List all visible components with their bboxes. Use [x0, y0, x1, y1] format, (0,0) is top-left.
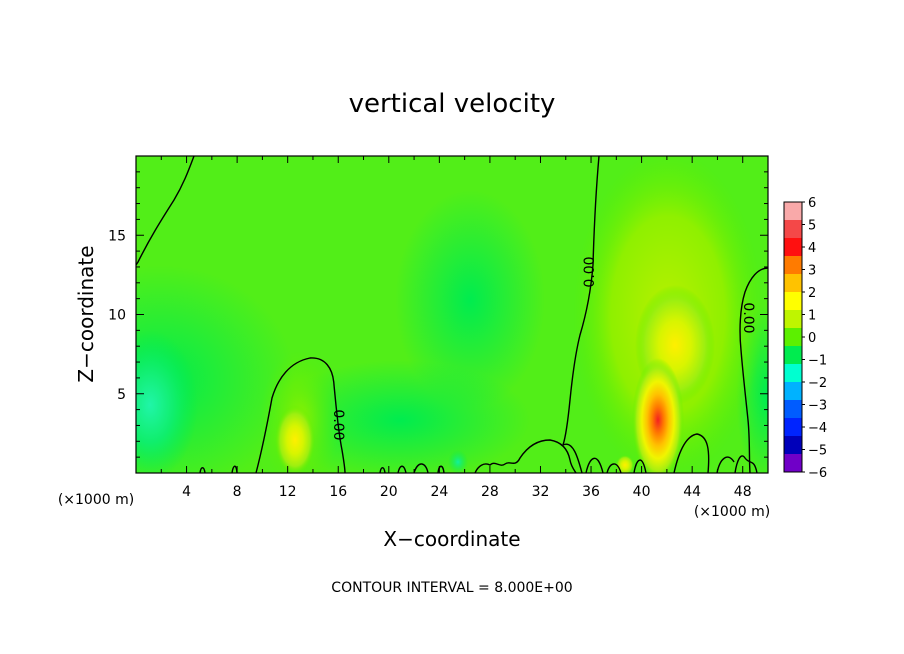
colorbar-label: −4 — [808, 421, 827, 436]
x-tick-label: 20 — [380, 484, 398, 500]
y-tick-label: 15 — [108, 228, 126, 244]
x-tick-label: 36 — [582, 484, 600, 500]
contour-small-5 — [199, 467, 206, 473]
x-tick-label: 40 — [633, 484, 651, 500]
colorbar-swatch — [784, 382, 802, 401]
contour-small-24 — [437, 465, 445, 473]
contour-44 — [673, 433, 710, 473]
x-tick-label: 4 — [182, 484, 191, 500]
colorbar-swatch — [784, 346, 802, 365]
colorbar-label: −6 — [808, 466, 827, 481]
contour-upper-left — [136, 156, 195, 266]
zero-contours — [136, 156, 768, 473]
contour-around-12 — [255, 357, 346, 473]
contour-40-core — [633, 459, 647, 473]
colorbar-label: −1 — [808, 354, 827, 369]
colorbar-label: 5 — [808, 219, 816, 234]
contour-36-base — [562, 443, 583, 473]
colorbar-swatch — [784, 328, 802, 347]
x-axis-label: X−coordinate — [383, 527, 520, 551]
y-tick-labels: 5 10 15 — [108, 228, 126, 403]
contour-label-center: 0.00 — [582, 256, 598, 287]
contour-base-middle — [474, 439, 577, 473]
contour-38 — [585, 457, 604, 473]
x-tick-label: 16 — [329, 484, 347, 500]
colorbar-swatch — [784, 274, 802, 293]
colorbar-label: 3 — [808, 264, 816, 279]
x-tick-label: 28 — [481, 484, 499, 500]
velocity-field — [136, 156, 768, 473]
colorbar-swatch — [784, 220, 802, 239]
x-tick-label: 8 — [233, 484, 242, 500]
x-tick-label: 44 — [683, 484, 701, 500]
contour-small-18 — [379, 463, 429, 473]
colorbar-labels: 6 5 4 3 2 1 0 −1 −2 −3 −4 −5 −6 — [808, 196, 827, 481]
contour-label-left: 0.00 — [330, 409, 346, 440]
x-tick-label: 32 — [532, 484, 550, 500]
contour-right — [739, 267, 768, 473]
x-tick-label: 24 — [430, 484, 448, 500]
colorbar-swatch — [784, 454, 802, 473]
contour-labels: 0.00 0.00 0.00 — [330, 256, 756, 440]
colorbar-swatch — [784, 364, 802, 383]
colorbar-swatch — [784, 400, 802, 419]
x-unit-right: (×1000 m) — [694, 504, 770, 520]
x-tick-label: 48 — [734, 484, 752, 500]
updraft-core — [632, 358, 684, 473]
contour-36 — [562, 156, 600, 446]
colorbar-label: 4 — [808, 241, 816, 256]
negative-spot-26 — [448, 450, 468, 473]
contour-label-right: 0.00 — [740, 302, 756, 333]
colorbar-label: −2 — [808, 376, 827, 391]
colorbar-label: 6 — [808, 196, 816, 211]
colorbar-swatch — [784, 202, 802, 221]
y-tick-label: 5 — [117, 387, 126, 403]
colorbar-swatch — [784, 418, 802, 437]
contour-interval-note: CONTOUR INTERVAL = 8.000E+00 — [331, 580, 572, 596]
y-tick-label: 10 — [108, 308, 126, 324]
negative-region-mid — [395, 190, 545, 410]
colorbar-label: −5 — [808, 444, 827, 459]
updraft-12-core — [275, 405, 315, 473]
contour-right-base — [734, 455, 758, 473]
colorbar-swatch — [784, 256, 802, 275]
updraft-38-small — [616, 455, 634, 473]
colorbar — [783, 201, 805, 473]
colorbar-swatch — [784, 238, 802, 257]
y-axis-label: Z−coordinate — [74, 245, 98, 382]
colorbar-label: −3 — [808, 399, 827, 414]
colorbar-label: 1 — [808, 309, 816, 324]
colorbar-label: 2 — [808, 286, 816, 301]
axis-ticks — [136, 156, 768, 473]
chart-title: vertical velocity — [349, 89, 556, 119]
x-tick-label: 12 — [279, 484, 297, 500]
contour-40-left — [606, 463, 622, 473]
colorbar-swatch — [784, 436, 802, 455]
colorbar-swatch — [784, 292, 802, 311]
colorbar-swatch — [784, 310, 802, 329]
negative-region-left-core — [136, 330, 198, 473]
x-tick-labels: 4 8 12 16 20 24 28 32 36 40 44 48 — [182, 484, 752, 500]
x-unit-left: (×1000 m) — [58, 492, 134, 508]
colorbar-label: 0 — [808, 331, 816, 346]
